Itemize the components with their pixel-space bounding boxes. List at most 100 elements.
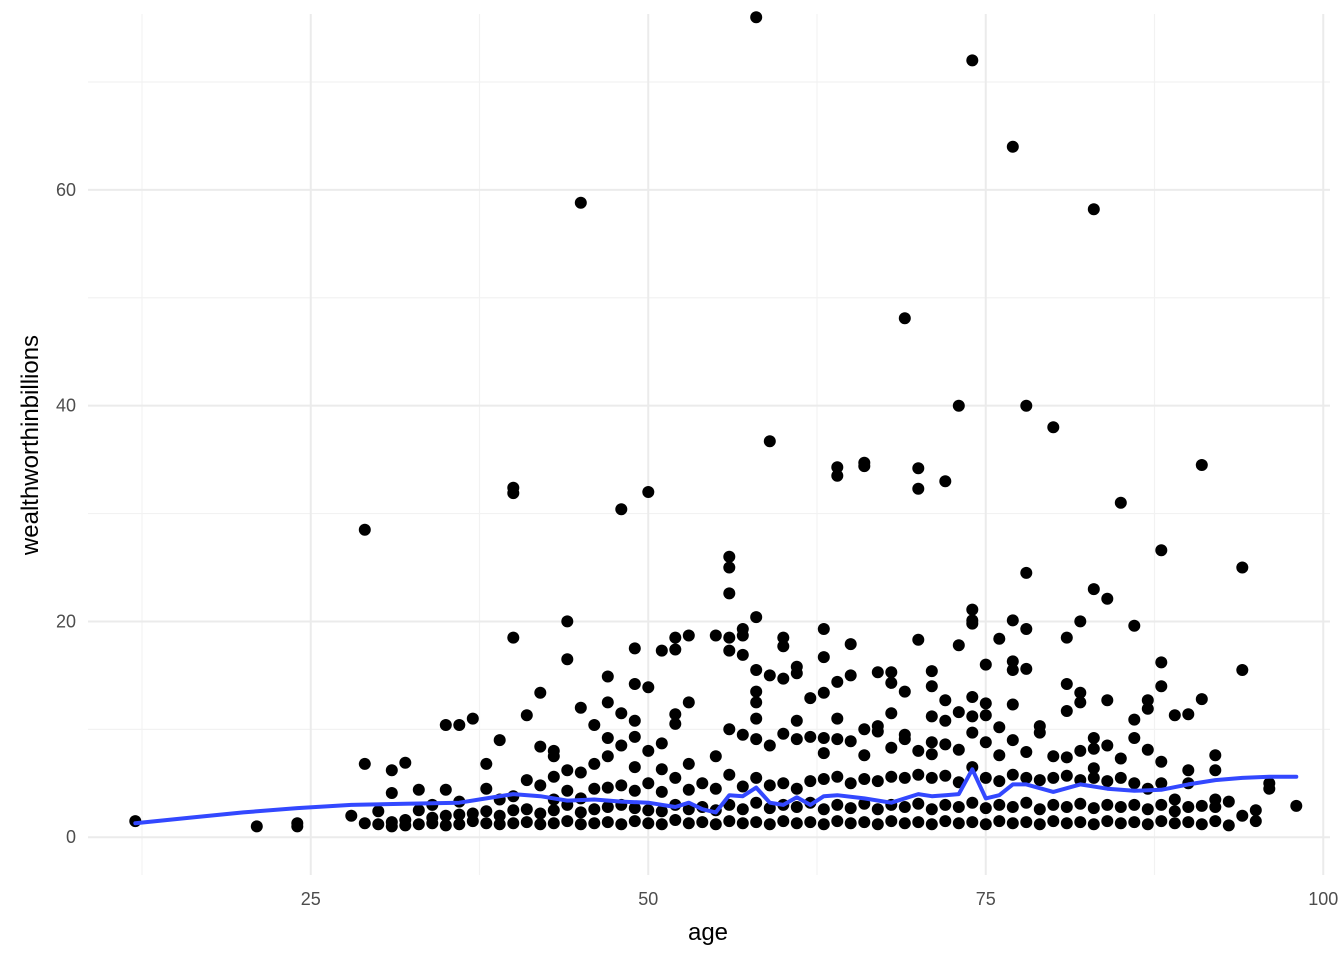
data-point: [858, 749, 871, 762]
data-point: [534, 779, 547, 792]
data-point: [750, 611, 763, 624]
data-point: [453, 818, 466, 831]
data-point: [628, 714, 641, 727]
data-point: [628, 815, 641, 828]
data-point: [966, 761, 979, 774]
data-point: [777, 815, 790, 828]
data-point: [628, 784, 641, 797]
data-point: [1249, 815, 1262, 828]
data-point: [885, 666, 898, 679]
data-point: [1087, 203, 1100, 216]
data-point: [358, 817, 371, 830]
data-point: [925, 680, 938, 693]
data-point: [372, 818, 385, 831]
data-point: [993, 815, 1006, 828]
data-point: [1195, 818, 1208, 831]
data-point: [1128, 798, 1141, 811]
data-point: [750, 696, 763, 709]
data-point: [1114, 752, 1127, 765]
data-point: [1087, 732, 1100, 744]
data-point: [817, 803, 830, 816]
data-point: [750, 664, 763, 676]
data-point: [1128, 816, 1141, 829]
data-point: [426, 811, 439, 824]
data-point: [817, 651, 830, 664]
data-point: [1101, 694, 1114, 707]
data-point: [1020, 662, 1033, 675]
data-point: [1020, 816, 1033, 829]
data-point: [925, 818, 938, 831]
data-point: [750, 771, 763, 784]
data-point: [385, 816, 398, 829]
data-point: [898, 801, 911, 813]
data-point: [561, 764, 574, 777]
data-point: [412, 818, 425, 831]
data-point: [898, 312, 911, 325]
data-point: [642, 817, 655, 830]
data-point: [912, 797, 925, 810]
data-point: [952, 743, 965, 756]
data-point: [925, 748, 938, 761]
y-tick-label: 60: [56, 180, 76, 200]
data-point: [925, 665, 938, 678]
data-point: [952, 817, 965, 830]
data-point: [628, 802, 641, 815]
data-point: [1006, 655, 1019, 668]
data-point: [1114, 496, 1127, 509]
data-point: [871, 720, 884, 733]
data-point: [1141, 694, 1154, 707]
data-point: [615, 707, 628, 720]
data-point: [723, 561, 736, 574]
data-point: [736, 780, 749, 793]
y-axis-title: wealthworthinbillions: [17, 335, 44, 556]
data-point: [1047, 421, 1060, 434]
data-point: [1047, 750, 1060, 763]
data-point: [966, 726, 979, 739]
data-point: [669, 708, 682, 721]
data-point: [1168, 817, 1181, 830]
data-point: [655, 818, 668, 831]
data-point: [912, 633, 925, 646]
data-point: [723, 644, 736, 657]
data-point: [1182, 801, 1195, 813]
data-point: [993, 749, 1006, 762]
data-point: [1020, 623, 1033, 635]
data-point: [1087, 762, 1100, 775]
data-point: [682, 629, 695, 642]
data-point: [520, 803, 533, 816]
data-point: [1209, 815, 1222, 828]
data-point: [1128, 732, 1141, 744]
data-point: [885, 741, 898, 754]
data-point: [817, 773, 830, 785]
data-point: [898, 728, 911, 741]
data-point: [669, 814, 682, 826]
data-point: [817, 623, 830, 635]
data-point: [1087, 802, 1100, 815]
x-tick-label: 75: [976, 889, 996, 909]
data-point: [547, 804, 560, 817]
data-point: [763, 739, 776, 752]
data-point: [1101, 798, 1114, 811]
data-point: [1087, 742, 1100, 755]
data-point: [912, 744, 925, 757]
data-point: [385, 787, 398, 799]
data-point: [736, 803, 749, 816]
data-point: [1141, 803, 1154, 816]
data-point: [547, 770, 560, 783]
data-point: [1114, 817, 1127, 830]
data-point: [763, 818, 776, 831]
data-point: [939, 815, 952, 828]
data-point: [574, 818, 587, 831]
data-point: [520, 709, 533, 722]
data-point: [912, 768, 925, 781]
data-point: [1060, 678, 1073, 690]
data-point: [925, 710, 938, 723]
data-point: [871, 803, 884, 816]
data-point: [561, 653, 574, 666]
data-point: [669, 771, 682, 784]
data-point: [588, 782, 601, 795]
data-point: [439, 719, 452, 731]
data-point: [709, 629, 722, 642]
data-point: [1249, 804, 1262, 817]
data-point: [1155, 544, 1168, 557]
